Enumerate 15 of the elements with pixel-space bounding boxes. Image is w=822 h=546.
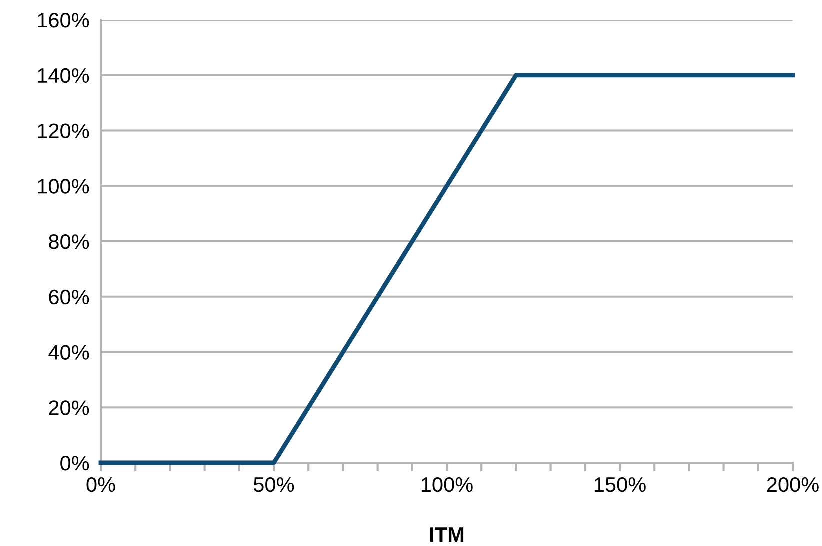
- x-tick-label: 100%: [422, 477, 473, 492]
- y-tick-label: 60%: [49, 290, 90, 305]
- x-axis-title: ITM: [430, 528, 464, 542]
- y-tick-label: 20%: [49, 400, 90, 416]
- y-tick-label: 100%: [38, 179, 90, 194]
- y-tick-label: 0%: [60, 456, 90, 471]
- x-tick-label: 150%: [594, 477, 646, 492]
- y-tick-label: 80%: [49, 234, 90, 250]
- y-tick-label: 160%: [38, 13, 90, 28]
- x-tick-label: 200%: [767, 477, 819, 492]
- y-tick-label: 40%: [48, 345, 90, 360]
- x-tick-label: 50%: [254, 477, 294, 492]
- x-tick-label: 0%: [86, 477, 116, 492]
- y-tick-label: 140%: [38, 68, 90, 84]
- y-tick-label: 120%: [38, 124, 90, 139]
